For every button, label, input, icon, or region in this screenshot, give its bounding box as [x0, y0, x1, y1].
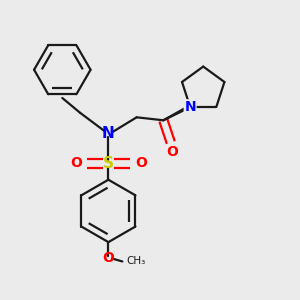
- Text: O: O: [166, 145, 178, 159]
- Text: O: O: [70, 156, 82, 170]
- Text: O: O: [103, 251, 114, 266]
- Text: N: N: [184, 100, 196, 114]
- Text: S: S: [103, 156, 114, 171]
- Text: CH₃: CH₃: [127, 256, 146, 266]
- Text: N: N: [184, 100, 196, 114]
- Text: O: O: [135, 156, 147, 170]
- Text: N: N: [102, 126, 115, 141]
